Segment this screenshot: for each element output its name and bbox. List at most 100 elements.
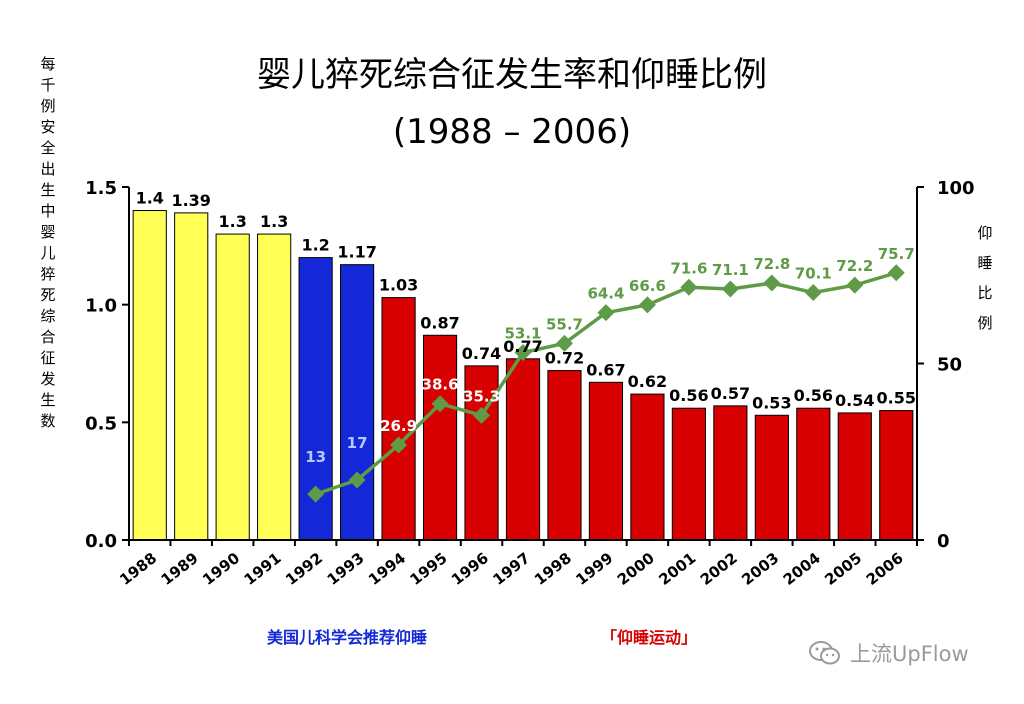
line-label-2003: 72.8 xyxy=(753,255,790,273)
annotation-recommendation: 美国儿科学会推荐仰睡 xyxy=(267,628,427,647)
line-label-2005: 72.2 xyxy=(836,257,873,275)
bar-2005 xyxy=(837,412,872,541)
left-axis-label: 每千例安全出生中婴儿猝死综合征发生数 xyxy=(37,54,59,432)
bar-label-2001: 0.56 xyxy=(669,386,708,405)
left-axis-label-char: 征 xyxy=(40,349,56,367)
annotation-campaign: 「仰睡运动」 xyxy=(601,628,697,647)
left-axis-label-char: 发 xyxy=(40,370,56,388)
x-tick-label: 2001 xyxy=(655,549,699,589)
bar-label-1990: 1.3 xyxy=(219,212,247,231)
bar-label-2005: 0.54 xyxy=(835,391,874,410)
line-point-1998 xyxy=(555,334,573,352)
bar-label-2003: 0.53 xyxy=(752,393,791,412)
left-axis-label-char: 死 xyxy=(40,286,56,304)
left-axis-label-char: 猝 xyxy=(40,265,56,283)
bar-label-2004: 0.56 xyxy=(794,386,833,405)
left-axis-label-char: 例 xyxy=(40,97,56,115)
x-tick-label: 1993 xyxy=(324,549,368,589)
line-label-1999: 64.4 xyxy=(587,285,624,303)
bar-1989 xyxy=(174,212,209,541)
line-point-1993 xyxy=(348,471,366,489)
bar-label-1991: 1.3 xyxy=(260,212,288,231)
bar-label-1996: 0.74 xyxy=(462,344,501,363)
left-tick-label: 0.0 xyxy=(85,531,117,552)
bar-2006 xyxy=(879,410,914,541)
left-axis-label-char: 数 xyxy=(40,412,56,430)
x-tick-label: 2002 xyxy=(697,549,741,589)
right-tick-label: 50 xyxy=(937,355,962,376)
bar-label-1999: 0.67 xyxy=(586,360,625,379)
bar-label-2006: 0.55 xyxy=(877,389,916,408)
line-point-1997 xyxy=(514,344,532,362)
x-tick-label: 1999 xyxy=(572,549,616,589)
right-tick-label: 100 xyxy=(937,178,975,199)
line-point-1996 xyxy=(473,406,491,424)
x-tick-label: 2000 xyxy=(614,549,658,589)
bar-1988 xyxy=(132,210,167,541)
bar-2004 xyxy=(796,407,831,541)
wechat-icon xyxy=(809,641,840,665)
chart-title: 婴儿猝死综合征发生率和仰睡比例 xyxy=(257,55,767,95)
line-label-1994: 26.9 xyxy=(380,417,417,435)
x-tick-label: 2005 xyxy=(821,549,865,589)
left-axis-label-char: 合 xyxy=(40,328,56,346)
x-tick-label: 2004 xyxy=(780,549,824,589)
bar-1997 xyxy=(505,358,541,541)
right-axis-label-char: 比 xyxy=(977,284,993,302)
right-axis-label: 仰睡比例 xyxy=(974,218,996,338)
line-point-2000 xyxy=(638,296,656,314)
left-axis-label-char: 儿 xyxy=(40,244,56,262)
x-tick-label: 1988 xyxy=(116,549,160,589)
bar-label-1988: 1.4 xyxy=(136,189,164,208)
line-label-2004: 70.1 xyxy=(795,265,832,283)
bar-label-1998: 0.72 xyxy=(545,349,584,368)
bar-label-1992: 1.2 xyxy=(301,236,329,255)
bar-label-1997: 0.77 xyxy=(503,337,542,356)
x-tick-label: 1997 xyxy=(489,549,533,589)
x-tick-label: 2006 xyxy=(863,549,907,589)
bar-1991 xyxy=(257,233,292,541)
x-tick-label: 1990 xyxy=(199,549,243,589)
bar-1996 xyxy=(464,365,499,541)
x-tick-label: 1994 xyxy=(365,549,409,589)
right-axis-label-char: 例 xyxy=(977,314,993,332)
left-axis-label-char: 出 xyxy=(40,160,56,178)
bar-series xyxy=(132,210,914,541)
line-label-1997: 53.1 xyxy=(504,325,541,343)
bar-label-1989: 1.39 xyxy=(171,191,210,210)
bar-1993 xyxy=(340,264,375,541)
line-label-1998: 55.7 xyxy=(546,315,583,333)
line-point-1995 xyxy=(431,395,449,413)
x-tick-label: 1995 xyxy=(407,549,451,589)
data-labels: 1.4 1.39 1.3 1.3 1.2 1.171.030.870.74 0.770.72… xyxy=(136,189,916,467)
left-tick-label: 1.5 xyxy=(85,178,117,199)
left-axis-label-char: 安 xyxy=(40,118,56,136)
line-point-1994 xyxy=(390,436,408,454)
bar-label-2002: 0.57 xyxy=(711,384,750,403)
right-tick-label: 0 xyxy=(937,531,950,552)
left-axis-label-char: 每 xyxy=(40,55,56,73)
watermark-text: 上流UpFlow xyxy=(850,642,969,666)
left-axis-label-char: 中 xyxy=(40,202,56,220)
left-tick-label: 1.0 xyxy=(85,296,117,317)
line-label-2006: 75.7 xyxy=(878,245,915,263)
line-point-1992 xyxy=(307,485,325,503)
line-label-2002: 71.1 xyxy=(712,261,749,279)
x-tick-label: 1992 xyxy=(282,549,326,589)
line-label-1996: 35.3 xyxy=(463,387,500,405)
bar-label-1995: 0.87 xyxy=(420,313,459,332)
bar-2000 xyxy=(630,393,665,541)
line-point-2006 xyxy=(887,264,905,282)
line-label-1992: 13 xyxy=(305,448,326,466)
left-axis-label-char: 生 xyxy=(40,391,56,409)
bar-2001 xyxy=(671,407,706,541)
bar-1990 xyxy=(215,233,250,541)
right-axis-label-char: 仰 xyxy=(977,224,993,242)
bar-1995 xyxy=(422,334,458,541)
right-axis-label-char: 睡 xyxy=(977,254,993,272)
line-label-1993: 17 xyxy=(347,434,368,452)
left-axis-label-char: 全 xyxy=(40,139,56,157)
bar-label-1993: 1.17 xyxy=(337,243,376,262)
line-label-2000: 66.6 xyxy=(629,277,666,295)
